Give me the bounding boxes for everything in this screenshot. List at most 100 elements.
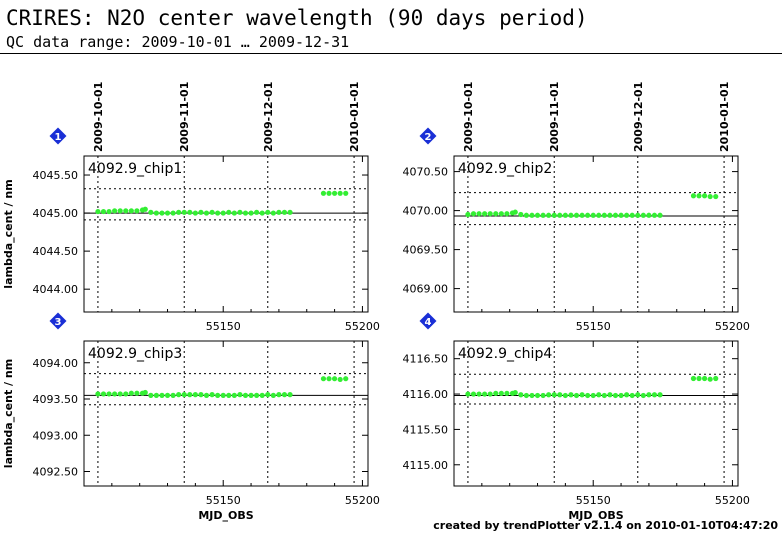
data-point: [629, 212, 635, 218]
data-point: [326, 190, 332, 196]
data-point: [657, 212, 663, 218]
data-point: [551, 212, 557, 218]
data-point: [95, 391, 101, 397]
data-point: [337, 376, 343, 383]
panel-badge-icon: [419, 312, 437, 330]
data-point: [596, 392, 602, 398]
data-point: [493, 211, 499, 217]
data-point: [134, 208, 140, 214]
data-point: [629, 392, 635, 399]
data-point: [701, 193, 708, 199]
top-date-label: 2009-11-01: [548, 82, 561, 152]
data-point: [148, 209, 154, 215]
plot-frame: [453, 340, 739, 487]
data-point: [142, 206, 148, 212]
data-point: [209, 209, 215, 215]
data-point: [331, 190, 338, 196]
data-point: [142, 389, 148, 396]
data-point: [562, 392, 568, 399]
plot-frame: [83, 340, 369, 487]
data-point: [226, 392, 232, 398]
data-point: [713, 375, 719, 382]
data-point: [270, 392, 276, 398]
data-point: [696, 193, 702, 199]
chart-panel-1: 4044.00 4044.50 4045.00 4045.50 55150 55200 20…: [2, 82, 380, 333]
data-point: [607, 392, 613, 398]
y-tick-label: 4044.00: [33, 283, 79, 296]
data-point: [117, 391, 123, 397]
data-point: [579, 392, 585, 398]
data-point: [546, 212, 552, 218]
y-tick-label: 4116.00: [403, 388, 449, 401]
data-point: [470, 391, 477, 397]
data-point: [596, 212, 602, 218]
chart-panel-3: 4092.50 4093.00 4093.50 4094.00 55150 55200 40…: [2, 312, 380, 522]
data-point: [518, 392, 524, 398]
data-point: [612, 392, 619, 399]
data-point: [287, 392, 293, 398]
data-point: [248, 210, 254, 216]
data-point: [540, 392, 546, 399]
data-point: [640, 392, 646, 399]
panel-badge-number: 2: [425, 132, 432, 143]
data-point: [159, 210, 165, 216]
data-point: [215, 210, 221, 216]
data-point: [651, 212, 658, 218]
data-point: [231, 210, 237, 216]
data-point: [601, 392, 607, 399]
data-point: [498, 211, 504, 217]
data-point: [534, 212, 541, 218]
x-tick-label: 55200: [345, 320, 380, 333]
y-tick-label: 4116.50: [403, 353, 449, 366]
y-tick-label: 4093.50: [33, 393, 79, 406]
data-point: [100, 208, 107, 215]
data-point: [557, 392, 563, 398]
panel-badge-number: 1: [55, 132, 62, 143]
data-point: [164, 392, 171, 398]
y-tick-label: 4070.50: [403, 166, 449, 179]
data-point: [624, 212, 630, 218]
x-tick-label: 55150: [206, 494, 241, 507]
data-point: [696, 375, 702, 382]
data-point: [624, 392, 630, 398]
data-point: [651, 392, 658, 398]
data-point: [713, 193, 719, 200]
data-point: [476, 391, 482, 397]
data-point: [153, 392, 159, 398]
data-point: [237, 209, 243, 215]
x-tick-label: 55150: [206, 320, 241, 333]
data-point: [498, 390, 504, 396]
data-point: [203, 392, 210, 398]
data-point: [153, 210, 159, 216]
top-date-label: 2010-01-01: [718, 82, 731, 152]
data-point: [176, 209, 182, 215]
data-point: [465, 211, 471, 218]
data-point: [123, 208, 129, 214]
data-point: [701, 375, 708, 382]
data-point: [640, 212, 646, 218]
data-point: [192, 210, 198, 216]
panel-badge-number: 3: [55, 317, 62, 328]
data-point: [487, 211, 493, 217]
data-point: [512, 209, 518, 215]
data-point: [343, 190, 349, 196]
data-point: [337, 190, 343, 196]
data-point: [187, 392, 193, 398]
data-point: [601, 212, 607, 218]
data-point: [128, 390, 134, 396]
data-point: [226, 209, 232, 215]
data-point: [254, 392, 260, 398]
y-tick-label: 4093.00: [33, 429, 79, 442]
data-point: [181, 209, 187, 215]
data-point: [287, 209, 293, 215]
panel-label: 4092.9_chip1: [88, 161, 182, 177]
data-point: [646, 392, 652, 398]
data-point: [557, 212, 563, 218]
data-point: [181, 392, 187, 398]
data-point: [106, 208, 112, 215]
data-point: [540, 212, 546, 218]
data-point: [117, 208, 123, 214]
header-divider: [0, 53, 782, 54]
data-point: [112, 391, 118, 397]
y-axis-label: lambda_cent / nm: [2, 179, 15, 288]
